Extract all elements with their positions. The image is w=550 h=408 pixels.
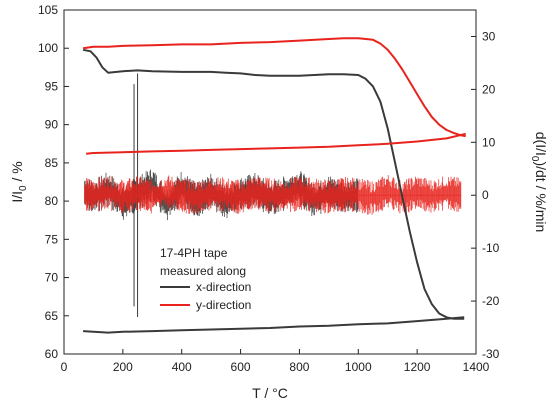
rate-band-y-direction (84, 175, 462, 215)
y-left-tick-label: 75 (45, 232, 59, 246)
y-right-tick-label: 0 (482, 188, 489, 202)
legend-label-x-direction: x-direction (196, 280, 251, 294)
y-left-tick-label: 105 (38, 3, 58, 17)
x-tick-label: 1000 (345, 360, 372, 374)
x-tick-label: 800 (289, 360, 309, 374)
x-tick-label: 1200 (404, 360, 431, 374)
y-left-tick-label: 90 (45, 118, 59, 132)
y-left-title-main: I/I (9, 191, 25, 203)
ticks-layer: 0 200 400 600 800 1000 1200 1400606570758085909… (38, 3, 500, 374)
x-tick-label: 400 (172, 360, 192, 374)
y-left-tick-label: 100 (38, 41, 58, 55)
x-tick-label: 200 (113, 360, 133, 374)
y-left-tick-label: 80 (45, 194, 59, 208)
legend-title-line-2: measured along (160, 264, 246, 278)
y-left-tick-label: 65 (45, 309, 59, 323)
y-left-title-sub: 0 (18, 185, 29, 191)
x-tick-label: 1400 (463, 360, 490, 374)
y-right-title-post: )/dt / %/min (533, 161, 549, 232)
x-tick-label: 0 (61, 360, 68, 374)
y-right-tick-label: -30 (482, 347, 500, 361)
plot-frame (63, 9, 477, 355)
plot-layer (82, 37, 466, 334)
legend: 17-4PH tape measured along x-direction y… (160, 246, 251, 312)
y-right-title-pre: d(I/I (533, 132, 549, 156)
y-right-title-sub: 0 (529, 156, 540, 162)
legend-title-line-1: 17-4PH tape (160, 246, 228, 260)
y-right-tick-label: 30 (482, 29, 496, 43)
y-left-tick-label: 95 (45, 79, 59, 93)
series-line-y-direction-cooling (86, 132, 466, 155)
y-left-tick-label: 85 (45, 156, 59, 170)
y-left-axis-title: I/I0 / % (9, 161, 29, 202)
series-line-y-direction-heating (82, 37, 466, 138)
y-right-tick-label: -20 (482, 294, 500, 308)
y-right-axis-title: d(I/I0)/dt / %/min (529, 132, 549, 232)
y-left-tick-label: 70 (45, 271, 59, 285)
y-left-tick-label: 60 (45, 347, 59, 361)
legend-label-y-direction: y-direction (196, 298, 251, 312)
y-left-title-tail: / % (9, 161, 25, 185)
y-right-tick-label: -10 (482, 241, 500, 255)
series-line-x-direction-cooling (83, 316, 465, 334)
series-line-x-direction-heating (82, 48, 465, 320)
x-axis-title: T / °C (252, 385, 288, 401)
y-right-tick-label: 10 (482, 135, 496, 149)
x-tick-label: 600 (231, 360, 251, 374)
y-right-tick-label: 20 (482, 82, 496, 96)
